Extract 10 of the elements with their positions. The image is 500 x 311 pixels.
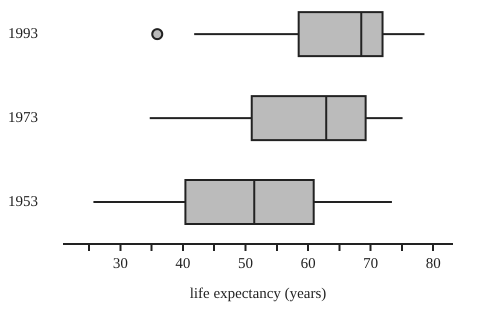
x-tick-label: 70 (363, 256, 378, 272)
y-tick-label: 1993 (8, 26, 38, 42)
x-tick-label: 50 (238, 256, 253, 272)
x-tick-label: 40 (175, 256, 190, 272)
x-tick-label: 60 (300, 256, 316, 272)
y-tick-label: 1953 (8, 194, 38, 210)
y-tick-label: 1973 (8, 110, 38, 126)
x-tick-label: 30 (112, 256, 128, 272)
x-tick-label: 80 (426, 256, 441, 272)
x-axis-title: life expectancy (years) (190, 286, 326, 302)
